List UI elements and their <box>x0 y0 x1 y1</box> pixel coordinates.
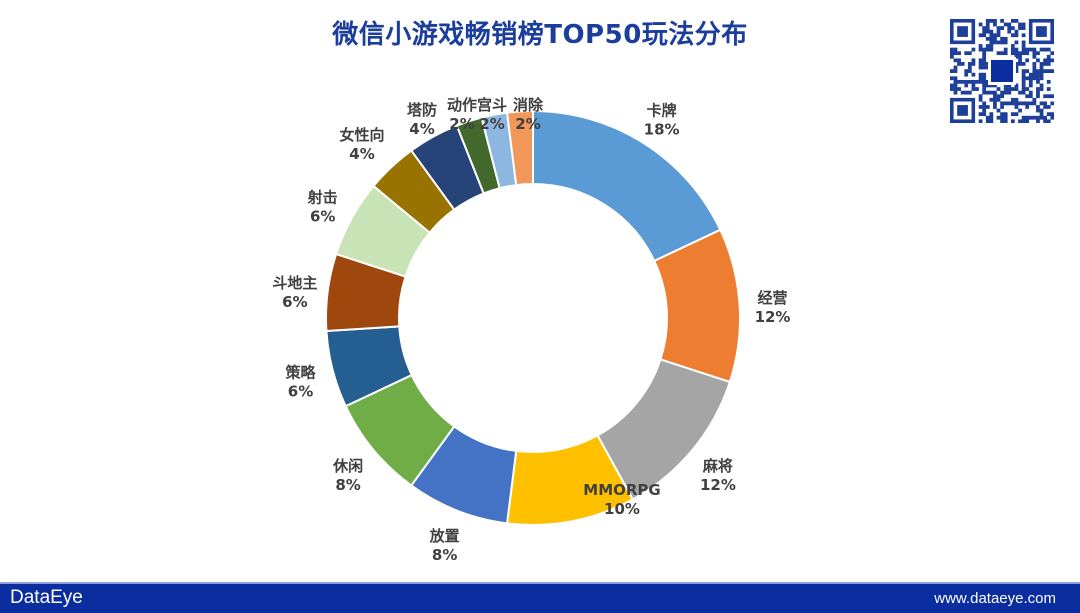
qr-code-icon <box>950 19 1054 123</box>
value-label: 10% <box>604 500 640 518</box>
category-label: 射击 <box>307 188 338 206</box>
donut-chart: 卡牌18%经营12%麻将12%MMORPG10%放置8%休闲8%策略6%斗地主6… <box>272 96 791 564</box>
value-label: 12% <box>700 476 736 494</box>
value-label: 12% <box>755 308 791 326</box>
brand-logo: DataEye <box>10 587 83 608</box>
category-label: MMORPG <box>583 481 660 499</box>
category-label: 宫斗 <box>477 96 507 114</box>
value-label: 2% <box>449 115 474 133</box>
donut-slice-13 <box>505 109 534 187</box>
category-label: 卡牌 <box>647 101 677 119</box>
value-label: 6% <box>282 293 307 311</box>
value-label: 2% <box>479 115 504 133</box>
category-label: 放置 <box>429 527 460 545</box>
value-label: 18% <box>644 120 680 138</box>
category-label: 斗地主 <box>272 274 317 292</box>
category-label: 麻将 <box>702 457 733 475</box>
value-label: 6% <box>288 383 313 401</box>
value-label: 4% <box>409 120 434 138</box>
chart-title: 微信小游戏畅销榜TOP50玩法分布 <box>332 20 748 50</box>
category-label: 动作 <box>447 96 477 114</box>
category-label: 休闲 <box>332 457 363 475</box>
website-link[interactable]: www.dataeye.com <box>934 590 1056 607</box>
value-label: 8% <box>432 546 457 564</box>
value-label: 6% <box>310 207 335 225</box>
donut-slice-0 <box>532 109 722 263</box>
category-label: 女性向 <box>339 126 384 144</box>
footer-bar: DataEye www.dataeye.com <box>0 582 1080 613</box>
category-label: 经营 <box>758 289 788 307</box>
value-label: 4% <box>349 145 374 163</box>
value-label: 2% <box>515 115 540 133</box>
category-label: 策略 <box>285 364 317 382</box>
value-label: 8% <box>335 476 360 494</box>
category-label: 塔防 <box>407 101 437 119</box>
category-label: 消除 <box>513 96 544 114</box>
